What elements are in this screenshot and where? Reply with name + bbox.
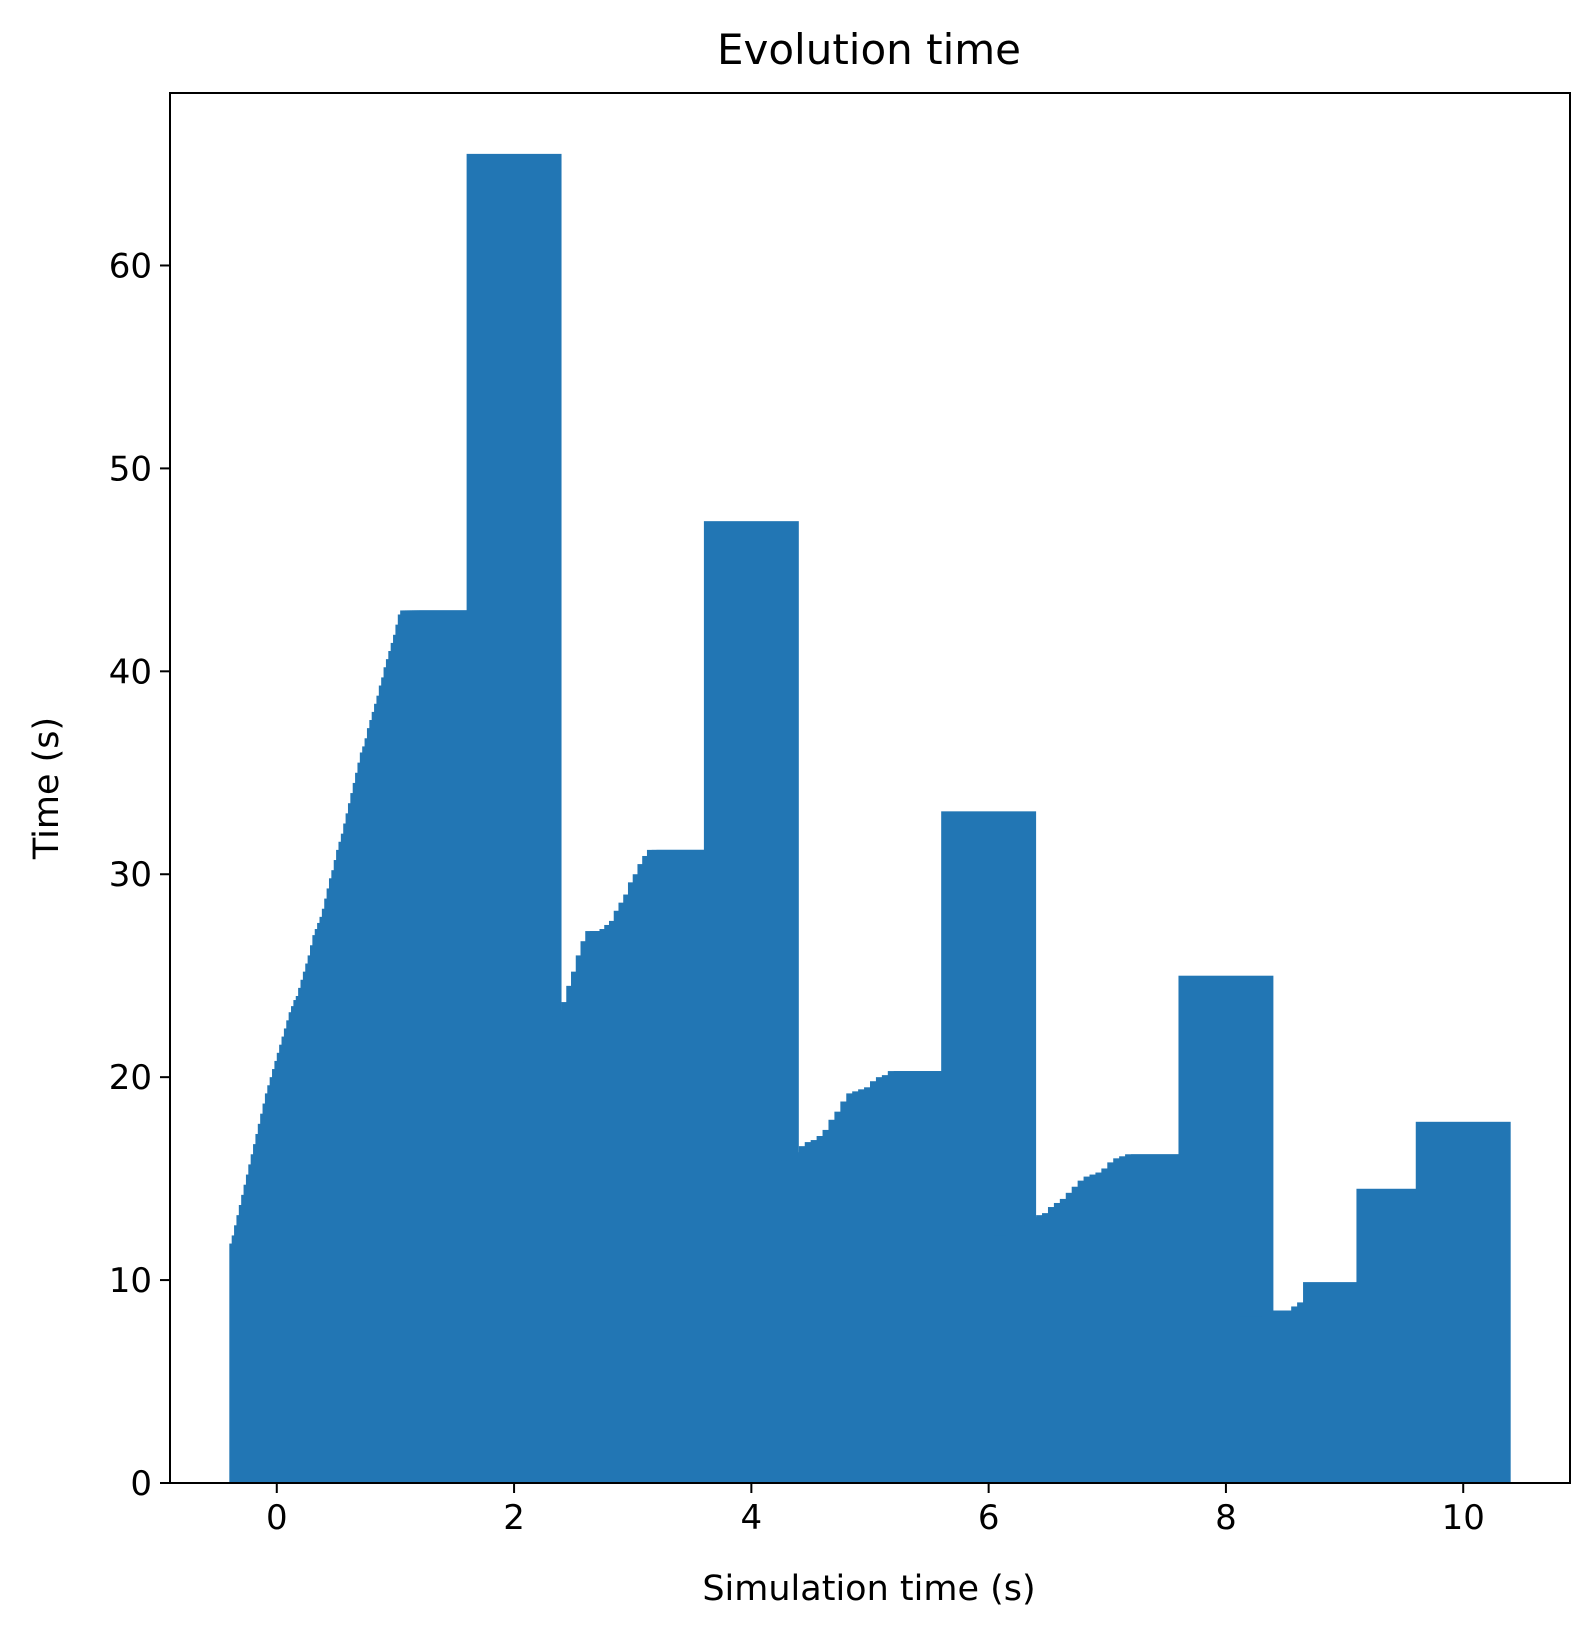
y-tick-label: 0 (130, 1464, 152, 1504)
chart-title: Evolution time (717, 25, 1021, 74)
y-axis-title: Time (s) (27, 717, 67, 860)
plot-frame (169, 92, 1571, 1484)
x-tick-label: 4 (741, 1498, 763, 1538)
y-tick-label: 10 (109, 1261, 152, 1301)
x-tick-label: 8 (1215, 1498, 1237, 1538)
x-tick-label: 2 (503, 1498, 525, 1538)
x-tick-label: 6 (978, 1498, 1000, 1538)
y-tick-label: 50 (109, 449, 152, 489)
bars-layer (229, 153, 1511, 1483)
bar-181 (1415, 1121, 1511, 1483)
ticks-layer: 0 2 4 6 8 10 0 10 20 30 40 50 60 (109, 246, 1485, 1538)
y-tick-label: 20 (109, 1058, 152, 1098)
x-tick-label: 0 (266, 1498, 288, 1538)
y-tick-label: 40 (109, 652, 152, 692)
y-tick-label: 60 (109, 246, 152, 286)
x-tick-label: 10 (1442, 1498, 1485, 1538)
x-axis-title: Simulation time (s) (702, 1569, 1035, 1609)
y-tick-label: 30 (109, 855, 152, 895)
